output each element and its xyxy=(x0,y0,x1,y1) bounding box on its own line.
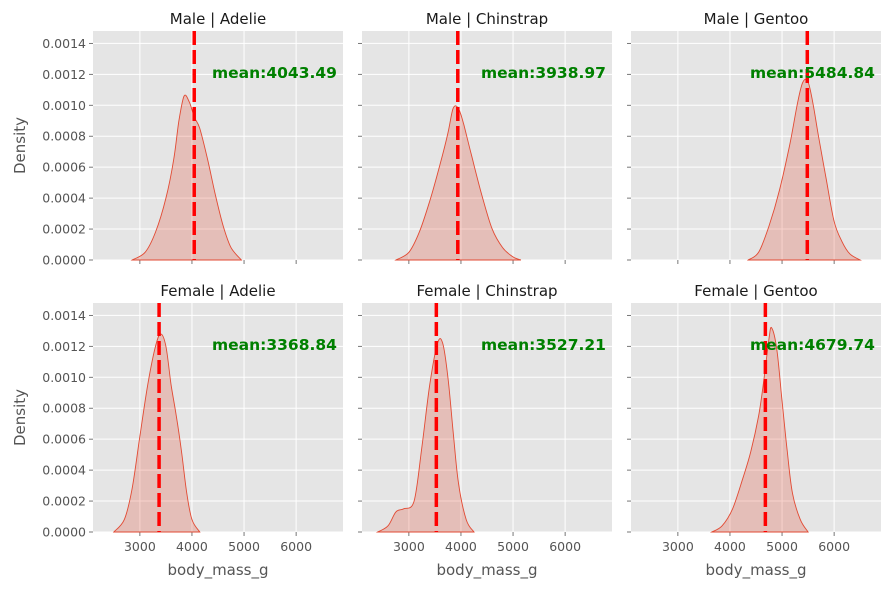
mean-label: mean:5484.84 xyxy=(750,64,875,82)
x-tick-label: 4000 xyxy=(445,539,477,554)
x-tick-label: 5000 xyxy=(228,539,260,554)
mean-label: mean:4043.49 xyxy=(212,64,337,82)
x-axis-label: body_mass_g xyxy=(436,561,537,580)
x-tick-label: 6000 xyxy=(280,539,312,554)
y-axis-label: Density xyxy=(11,117,29,174)
panel-background xyxy=(362,303,612,532)
x-tick-label: 6000 xyxy=(818,539,850,554)
kde-area xyxy=(709,326,809,533)
kde-area xyxy=(375,338,475,533)
mean-label: mean:3527.21 xyxy=(481,336,606,354)
x-tick-label: 4000 xyxy=(176,539,208,554)
x-tick-label: 3000 xyxy=(124,539,156,554)
x-tick-label: 5000 xyxy=(766,539,798,554)
x-tick-label: 3000 xyxy=(662,539,694,554)
y-axis-label: Density xyxy=(11,389,29,446)
panel-background xyxy=(631,303,881,532)
y-tick-label: 0.0010 xyxy=(42,98,86,113)
x-tick-label: 4000 xyxy=(714,539,746,554)
x-tick-label: 6000 xyxy=(549,539,581,554)
y-tick-label: 0.0008 xyxy=(42,401,86,416)
panel-title: Male | Gentoo xyxy=(704,10,809,28)
panel-title: Female | Adelie xyxy=(160,282,275,300)
panel-background xyxy=(631,31,881,260)
x-axis-label: body_mass_g xyxy=(705,561,806,580)
panel-background xyxy=(93,303,343,532)
kde-area xyxy=(112,333,201,533)
y-tick-label: 0.0010 xyxy=(42,370,86,385)
mean-label: mean:3938.97 xyxy=(481,64,606,82)
panel-title: Female | Gentoo xyxy=(694,282,817,300)
panel-title: Male | Adelie xyxy=(170,10,266,28)
panel-title: Male | Chinstrap xyxy=(426,10,548,28)
y-tick-label: 0.0014 xyxy=(42,308,86,323)
x-tick-label: 3000 xyxy=(393,539,425,554)
mean-label: mean:4679.74 xyxy=(750,336,875,354)
y-tick-label: 0.0002 xyxy=(42,222,86,237)
y-tick-label: 0.0006 xyxy=(42,432,86,447)
x-tick-label: 5000 xyxy=(497,539,529,554)
y-tick-label: 0.0000 xyxy=(42,525,86,540)
panel-background xyxy=(362,31,612,260)
y-tick-label: 0.0012 xyxy=(42,67,86,82)
panel-title: Female | Chinstrap xyxy=(416,282,557,300)
y-tick-label: 0.0000 xyxy=(42,253,86,268)
mean-label: mean:3368.84 xyxy=(212,336,337,354)
y-tick-label: 0.0004 xyxy=(42,463,86,478)
y-tick-label: 0.0002 xyxy=(42,494,86,509)
kde-area xyxy=(130,94,243,261)
y-tick-label: 0.0008 xyxy=(42,129,86,144)
y-tick-label: 0.0014 xyxy=(42,36,86,51)
y-tick-label: 0.0004 xyxy=(42,191,86,206)
y-tick-label: 0.0006 xyxy=(42,160,86,175)
x-axis-label: body_mass_g xyxy=(167,561,268,580)
y-tick-label: 0.0012 xyxy=(42,339,86,354)
panel-background xyxy=(93,31,343,260)
